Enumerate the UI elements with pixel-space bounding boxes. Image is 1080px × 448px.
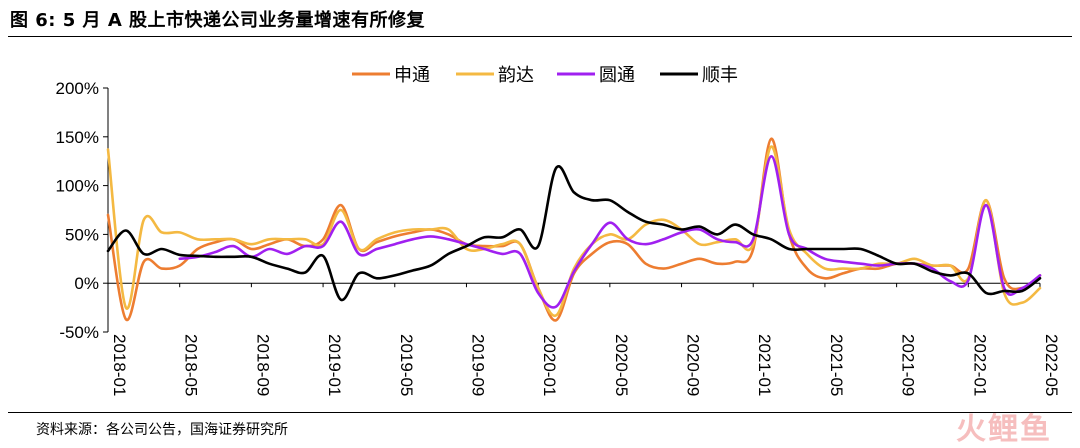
legend-label: 圆通	[599, 65, 635, 86]
axes: -50% 0% 50% 100% 150% 200% 2018-01 2018-05 2018-…	[56, 79, 1061, 396]
x-tick-label: 2021-05	[827, 334, 846, 396]
series-line-2	[106, 145, 1042, 317]
chart-title: 图 6: 5 月 A 股上市快递公司业务量增速有所修复	[10, 10, 426, 31]
x-tick-label: 2022-05	[1042, 334, 1061, 396]
footer-rule	[8, 412, 1072, 413]
x-tick-label: 2020-05	[612, 334, 631, 396]
x-tick-label: 2019-09	[468, 334, 487, 396]
y-tick-label: 0%	[74, 274, 99, 293]
x-tick-label: 2018-05	[182, 334, 201, 396]
x-tick-label: 2018-01	[110, 334, 129, 396]
series-line-1	[106, 137, 1042, 322]
legend-label: 顺丰	[702, 65, 738, 86]
title-rule	[8, 36, 1072, 37]
legend-label: 韵达	[498, 65, 534, 86]
y-tick-label: -50%	[59, 323, 99, 342]
x-tick-label: 2019-01	[325, 334, 344, 396]
series-line-4	[106, 164, 1042, 302]
y-tick-label: 200%	[56, 79, 99, 98]
x-tick-label: 2021-09	[899, 334, 918, 396]
x-tick-label: 2018-09	[253, 334, 272, 396]
x-tick-label: 2021-01	[755, 334, 774, 396]
x-tick-label: 2020-01	[540, 334, 559, 396]
legend: 申通 韵达 圆通 顺丰	[352, 65, 738, 86]
y-tick-label: 100%	[56, 177, 99, 196]
x-tick-label: 2022-01	[970, 334, 989, 396]
line-chart: -50% 0% 50% 100% 150% 200% 2018-01 2018-05 2018-…	[56, 65, 1061, 396]
legend-label: 申通	[394, 65, 430, 86]
x-tick-label: 2020-09	[684, 334, 703, 396]
watermark-logo: 火鲤鱼	[956, 412, 1052, 447]
source-note: 资料来源：各公司公告，国海证券研究所	[36, 422, 288, 438]
x-tick-label: 2019-05	[397, 334, 416, 396]
series-lines	[106, 137, 1042, 322]
y-tick-label: 50%	[65, 225, 99, 244]
y-tick-label: 150%	[56, 128, 99, 147]
